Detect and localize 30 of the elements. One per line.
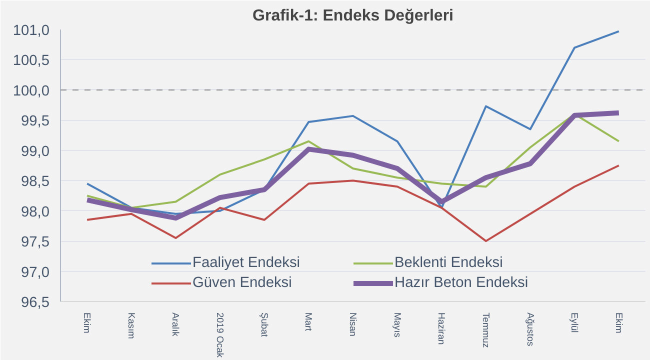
- x-tick-label: Şubat: [259, 312, 270, 338]
- x-tick-label: Ekim: [614, 312, 624, 334]
- x-tick-label: Ağustos: [525, 312, 536, 347]
- y-tick-label: 100,5: [12, 53, 50, 70]
- legend-label: Hazır Beton Endeksi: [394, 275, 530, 291]
- x-tick-label: Eylül: [570, 312, 580, 333]
- x-tick-label: Kasım: [126, 312, 136, 340]
- y-tick-label: 99,0: [20, 144, 50, 160]
- x-tick-label: Mart: [304, 312, 314, 332]
- x-tick-label: Haziran: [436, 312, 447, 345]
- y-tick-label: 98,0: [20, 204, 50, 220]
- x-tick-label: Temmuz: [480, 312, 491, 348]
- x-tick-label: Ekim: [82, 312, 92, 334]
- y-tick-label: 97,0: [20, 264, 50, 281]
- line-series: [86, 30, 620, 215]
- legend-label: Güven Endeksi: [192, 275, 293, 291]
- x-tick-label: Aralık: [170, 312, 181, 337]
- y-tick-label: 96,5: [20, 295, 50, 311]
- x-tick-label: Mayıs: [392, 312, 402, 338]
- y-tick-label: 99,5: [20, 114, 50, 130]
- legend-label: Beklenti Endeksi: [394, 255, 504, 271]
- line-series: [86, 164, 620, 242]
- y-tick-label: 98,5: [20, 174, 50, 190]
- legend-label: Faaliyet Endeksi: [192, 255, 302, 271]
- y-tick-label: 101,0: [12, 23, 50, 39]
- x-tick-label: Nisan: [348, 312, 358, 336]
- x-tick-label: 2019 Ocak: [215, 312, 226, 358]
- chart-title: Grafik-1: Endeks Değerleri: [252, 8, 454, 24]
- y-tick-label: 100,0: [12, 83, 50, 100]
- y-tick-label: 97,5: [20, 234, 50, 251]
